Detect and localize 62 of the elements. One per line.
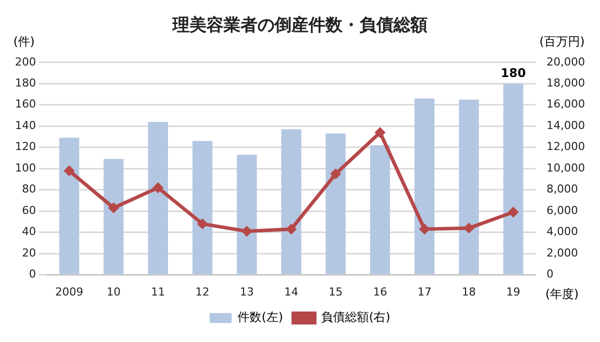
x-tick-label: 19 — [506, 285, 520, 298]
y-tick-label: 80 — [22, 182, 36, 196]
bar — [414, 98, 434, 274]
point — [330, 169, 340, 179]
data-label: 180 — [500, 66, 526, 80]
x-tick-label: 12 — [195, 285, 210, 298]
y-tick-label: 140 — [14, 118, 36, 132]
y-tick-label: 120 — [14, 140, 36, 154]
y2-tick-label: 10,000 — [546, 161, 586, 174]
legend-label: 件数(左) — [238, 310, 284, 324]
x-axis-title: (年度) — [545, 286, 579, 301]
y2-tick-label: 4,000 — [546, 225, 578, 238]
x-tick-label: 13 — [240, 285, 254, 298]
bar — [458, 100, 479, 274]
bar — [148, 122, 168, 274]
y2-tick-label: 6,000 — [546, 204, 578, 217]
point — [64, 166, 74, 176]
y2-tick-label: 8,000 — [546, 182, 578, 196]
y-tick-label: 180 — [14, 76, 36, 90]
y2-tick-label: 16,000 — [546, 98, 586, 111]
bar — [236, 154, 257, 274]
y2-tick-label: 0 — [546, 268, 554, 281]
y-tick-label: 160 — [14, 98, 36, 111]
point — [508, 207, 518, 217]
bar — [281, 129, 302, 274]
bar — [192, 140, 212, 274]
y2-axis-title: (百万円) — [539, 34, 585, 49]
bar — [104, 159, 124, 274]
y-tick-label: 60 — [22, 204, 36, 217]
bar — [370, 145, 390, 274]
x-tick-label: 11 — [151, 285, 166, 298]
point — [242, 226, 252, 236]
point — [420, 224, 430, 234]
y2-tick-label: 12,000 — [546, 140, 586, 154]
point — [153, 182, 163, 192]
chart-title: 理美容業者の倒産件数・負債総額 — [172, 16, 428, 36]
x-tick-label: 10 — [106, 285, 121, 298]
legend-label: 負債総額(右) — [321, 310, 390, 324]
x-tick-label: 18 — [462, 285, 476, 298]
y2-tick-label: 2,000 — [546, 246, 578, 260]
x-tick-label: 16 — [373, 285, 388, 298]
point — [286, 224, 296, 234]
bar — [59, 138, 80, 274]
x-tick-label: 17 — [417, 285, 432, 298]
point — [198, 219, 208, 229]
point — [375, 128, 385, 138]
y2-tick-label: 14,000 — [546, 118, 586, 132]
bar — [503, 84, 524, 274]
point — [108, 203, 118, 213]
y2-tick-label: 20,000 — [546, 55, 586, 68]
x-tick-label: 2009 — [55, 285, 84, 298]
y-tick-label: 40 — [22, 225, 36, 238]
point — [464, 223, 474, 233]
y-tick-label: 0 — [28, 268, 36, 281]
y-tick-label: 100 — [14, 161, 36, 174]
x-tick-label: 14 — [284, 285, 298, 298]
y-tick-label: 200 — [14, 55, 36, 68]
bar — [326, 134, 346, 274]
x-tick-label: 15 — [328, 285, 343, 298]
y2-tick-label: 18,000 — [546, 76, 586, 90]
y-tick-label: 20 — [22, 246, 36, 260]
y-axis-title: (件) — [13, 34, 35, 49]
